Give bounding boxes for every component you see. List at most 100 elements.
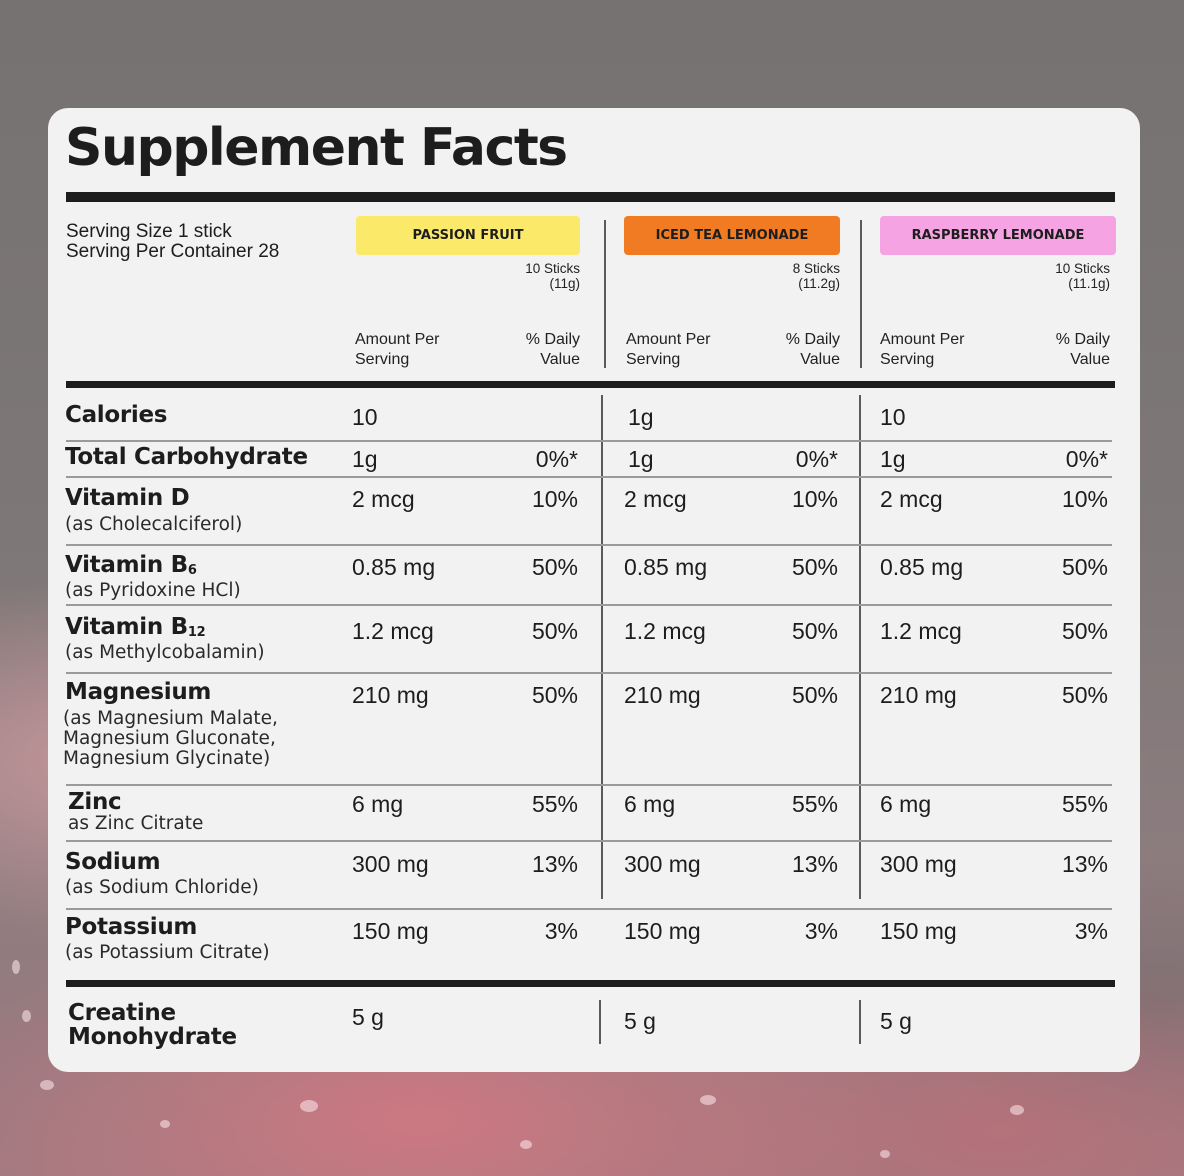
nutrient-amount: 6 mg bbox=[880, 791, 932, 817]
nutrient-name-zinc: Zinc bbox=[68, 789, 122, 815]
column-divider bbox=[601, 395, 603, 899]
page-title: Supplement Facts bbox=[65, 118, 568, 178]
nutrient-daily-value: 50% bbox=[1061, 554, 1108, 580]
nutrient-source: (as Pyridoxine HCl) bbox=[65, 580, 241, 601]
nutrient-name-vitamin-b6: Vitamin B6 bbox=[65, 552, 197, 578]
nutrient-daily-value: 0%* bbox=[795, 446, 838, 472]
amount-per-serving-header: Amount Per Serving bbox=[626, 331, 711, 368]
nutrient-name-calories: Calories bbox=[65, 402, 168, 428]
nutrient-amount: 2 mcg bbox=[624, 486, 687, 512]
nutrient-amount: 300 mg bbox=[624, 851, 701, 877]
nutrient-daily-value: 50% bbox=[791, 554, 838, 580]
nutrient-daily-value: 55% bbox=[1061, 791, 1108, 817]
amount-per-serving-header: Amount Per Serving bbox=[880, 331, 965, 368]
nutrient-name-potassium: Potassium bbox=[65, 914, 198, 940]
nutrient-name-vitamin-b12: Vitamin B12 bbox=[65, 614, 206, 640]
nutrient-amount: 1g bbox=[352, 446, 378, 472]
nutrient-amount: 1.2 mcg bbox=[880, 618, 962, 644]
nutrient-amount: 0.85 mg bbox=[624, 554, 708, 580]
nutrient-name-creatine-monohydrate: Creatine Monohydrate bbox=[68, 1000, 237, 1050]
nutrient-daily-value: 50% bbox=[791, 618, 838, 644]
nutrient-name-total-carbohydrate: Total Carbohydrate bbox=[65, 444, 308, 470]
supplement-facts-card: Supplement Facts Serving Size 1 stick Se… bbox=[48, 108, 1140, 1072]
daily-value-header: % Daily Value bbox=[785, 331, 840, 368]
nutrient-daily-value: 3% bbox=[804, 918, 838, 944]
flavor-sticks: 10 Sticks (11.1g) bbox=[1055, 261, 1110, 291]
nutrient-name-vitamin-d: Vitamin D bbox=[65, 485, 190, 511]
nutrient-daily-value: 50% bbox=[791, 682, 838, 708]
flavor-badge-raspberry-lemonade: RASPBERRY LEMONADE bbox=[880, 216, 1116, 255]
nutrient-amount: 210 mg bbox=[624, 682, 701, 708]
nutrient-amount: 210 mg bbox=[352, 682, 429, 708]
column-divider bbox=[860, 220, 862, 368]
nutrient-amount: 2 mcg bbox=[880, 486, 943, 512]
header-rule bbox=[66, 381, 1115, 388]
nutrient-daily-value: 55% bbox=[531, 791, 578, 817]
nutrient-daily-value: 13% bbox=[791, 851, 838, 877]
nutrient-amount: 6 mg bbox=[624, 791, 676, 817]
nutrient-source: (as Magnesium Malate, Magnesium Gluconat… bbox=[63, 708, 278, 769]
nutrient-name-magnesium: Magnesium bbox=[65, 679, 212, 705]
nutrient-daily-value: 50% bbox=[531, 618, 578, 644]
nutrient-amount: 10 bbox=[352, 404, 378, 430]
nutrient-amount: 150 mg bbox=[352, 918, 429, 944]
column-divider bbox=[859, 395, 861, 899]
nutrient-daily-value: 10% bbox=[791, 486, 838, 512]
nutrient-amount: 300 mg bbox=[352, 851, 429, 877]
daily-value-header: % Daily Value bbox=[525, 331, 580, 368]
creatine-rule bbox=[66, 980, 1115, 987]
nutrient-amount: 1.2 mcg bbox=[624, 618, 706, 644]
nutrient-daily-value: 50% bbox=[531, 554, 578, 580]
row-separator bbox=[66, 908, 1112, 910]
nutrient-daily-value: 50% bbox=[1061, 618, 1108, 644]
row-separator bbox=[66, 440, 1112, 442]
nutrient-source: (as Methylcobalamin) bbox=[65, 642, 265, 663]
serving-size: Serving Size 1 stick bbox=[66, 221, 232, 242]
nutrient-source: (as Potassium Citrate) bbox=[65, 942, 270, 963]
nutrient-daily-value: 0%* bbox=[535, 446, 578, 472]
row-separator bbox=[66, 784, 1112, 786]
nutrient-daily-value: 13% bbox=[531, 851, 578, 877]
nutrient-amount: 2 mcg bbox=[352, 486, 415, 512]
flavor-sticks: 8 Sticks (11.2g) bbox=[792, 261, 840, 291]
nutrient-amount: 6 mg bbox=[352, 791, 404, 817]
row-separator bbox=[66, 544, 1112, 546]
daily-value-header: % Daily Value bbox=[1055, 331, 1110, 368]
nutrient-amount: 0.85 mg bbox=[352, 554, 436, 580]
nutrient-source: as Zinc Citrate bbox=[68, 813, 204, 834]
amount-per-serving-header: Amount Per Serving bbox=[355, 331, 440, 368]
row-separator bbox=[66, 672, 1112, 674]
nutrient-amount: 150 mg bbox=[880, 918, 957, 944]
nutrient-amount: 210 mg bbox=[880, 682, 957, 708]
flavor-badge-iced-tea-lemonade: ICED TEA LEMONADE bbox=[624, 216, 840, 255]
nutrient-amount: 150 mg bbox=[624, 918, 701, 944]
column-divider bbox=[604, 220, 606, 368]
nutrient-daily-value: 3% bbox=[1074, 918, 1108, 944]
nutrient-amount: 5 g bbox=[624, 1008, 656, 1034]
nutrient-daily-value: 3% bbox=[544, 918, 578, 944]
nutrient-amount: 1g bbox=[880, 446, 906, 472]
row-separator bbox=[66, 476, 1112, 478]
nutrient-amount: 1g bbox=[628, 446, 654, 472]
nutrient-amount: 1.2 mcg bbox=[352, 618, 434, 644]
flavor-sticks: 10 Sticks (11g) bbox=[525, 261, 580, 291]
row-separator bbox=[66, 604, 1112, 606]
nutrient-amount: 10 bbox=[880, 404, 906, 430]
nutrient-amount: 1g bbox=[628, 404, 654, 430]
nutrient-amount: 300 mg bbox=[880, 851, 957, 877]
servings-per-container: Serving Per Container 28 bbox=[66, 241, 280, 262]
nutrient-daily-value: 13% bbox=[1061, 851, 1108, 877]
row-separator bbox=[66, 840, 1112, 842]
nutrient-daily-value: 50% bbox=[531, 682, 578, 708]
nutrient-amount: 0.85 mg bbox=[880, 554, 964, 580]
nutrient-daily-value: 0%* bbox=[1065, 446, 1108, 472]
nutrient-amount: 5 g bbox=[352, 1004, 384, 1030]
flavor-badge-passion-fruit: PASSION FRUIT bbox=[356, 216, 580, 255]
nutrient-daily-value: 55% bbox=[791, 791, 838, 817]
nutrient-source: (as Cholecalciferol) bbox=[65, 514, 243, 535]
nutrient-source: (as Sodium Chloride) bbox=[65, 877, 259, 898]
nutrient-amount: 5 g bbox=[880, 1008, 912, 1034]
top-rule bbox=[66, 192, 1115, 202]
column-divider bbox=[859, 1000, 861, 1044]
nutrient-daily-value: 50% bbox=[1061, 682, 1108, 708]
